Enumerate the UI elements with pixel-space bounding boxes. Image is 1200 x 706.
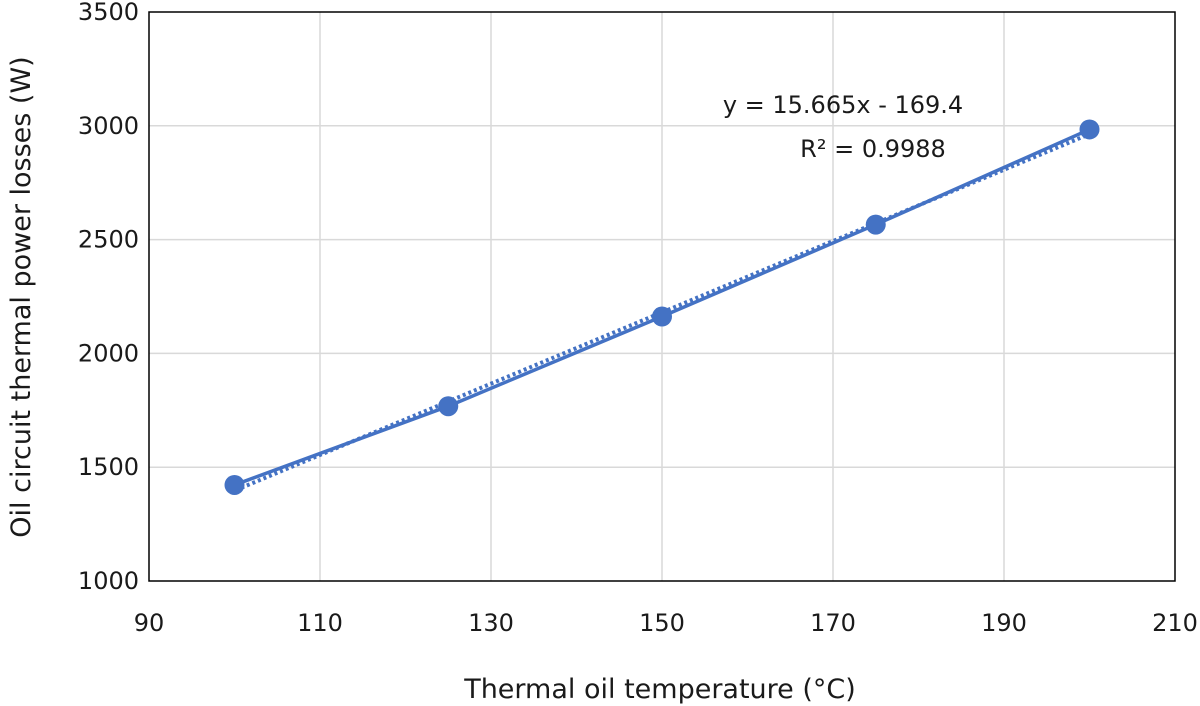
y-tick-label: 1500 xyxy=(78,453,139,481)
data-point xyxy=(1079,119,1100,140)
x-tick-label: 130 xyxy=(468,609,514,637)
y-tick-label: 1000 xyxy=(78,567,139,595)
y-tick-label: 2000 xyxy=(78,339,139,367)
data-point xyxy=(652,306,672,327)
x-tick-label: 90 xyxy=(134,609,165,637)
x-axis-title: Thermal oil temperature (°C) xyxy=(463,674,856,705)
data-point xyxy=(438,396,459,417)
data-point xyxy=(865,214,886,235)
x-tick-label: 210 xyxy=(1152,609,1198,637)
x-tick-label: 170 xyxy=(810,609,856,637)
y-tick-label: 2500 xyxy=(78,226,139,254)
x-tick-label: 110 xyxy=(297,609,343,637)
y-tick-label: 3000 xyxy=(78,112,139,140)
tick-labels: 90 110 130 150 170 190 210 1000 1500 2000 2500 3000… xyxy=(78,0,1198,637)
data-point xyxy=(224,474,245,495)
plot-area-frame xyxy=(148,11,1176,582)
r-squared-label: R² = 0.9988 xyxy=(800,135,946,163)
trendline-equation: y = 15.665x - 169.4 xyxy=(723,91,963,119)
y-axis-title: Oil circuit thermal power losses (W) xyxy=(6,56,37,537)
x-tick-label: 190 xyxy=(981,609,1027,637)
grid-layer xyxy=(149,12,1175,581)
y-tick-label: 3500 xyxy=(78,0,139,26)
x-tick-label: 150 xyxy=(639,609,685,637)
series-layer xyxy=(224,119,1100,495)
